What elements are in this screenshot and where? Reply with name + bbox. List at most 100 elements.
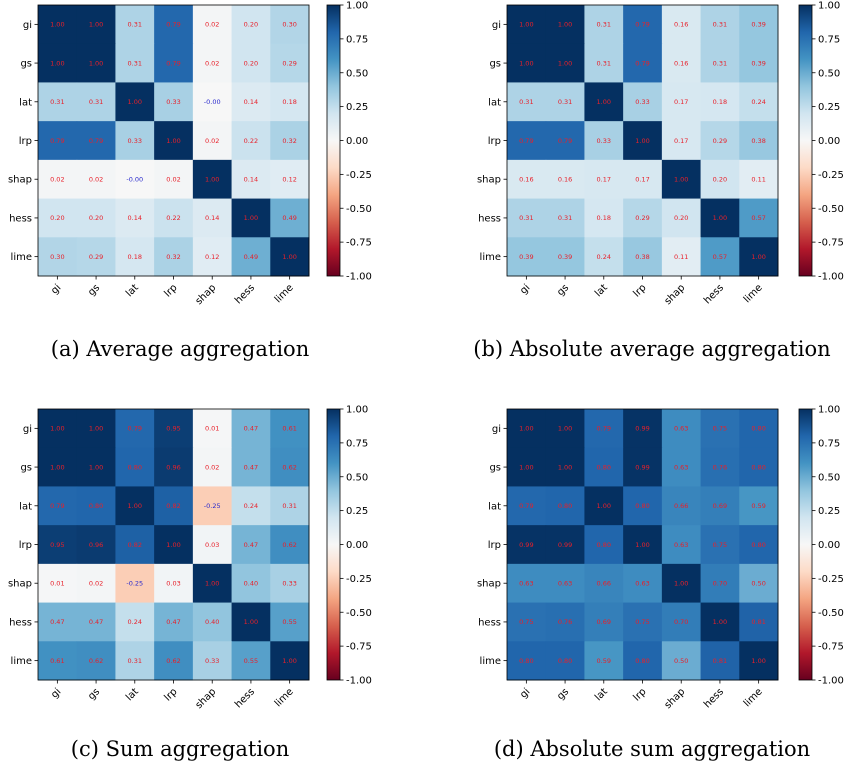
colorbar-tick-label: 0.00 xyxy=(818,540,840,551)
cell-value-label: 0.31 xyxy=(50,98,64,106)
heatmap-cell xyxy=(507,198,547,238)
x-tick-label: lime xyxy=(273,282,296,305)
cell-value-label: 0.31 xyxy=(713,59,727,67)
heatmap-cell xyxy=(38,602,78,642)
cell-value-label: 0.12 xyxy=(205,253,219,261)
cell-value-label: 0.39 xyxy=(558,253,572,261)
cell-value-label: 0.24 xyxy=(244,502,258,510)
cell-value-label: 0.66 xyxy=(674,502,688,510)
cell-value-label: 1.00 xyxy=(205,176,219,184)
cell-value-label: 0.99 xyxy=(635,425,649,433)
cell-value-label: 0.20 xyxy=(244,59,258,67)
heatmap-cell xyxy=(623,121,663,161)
heatmap-cell xyxy=(76,486,116,526)
cell-value-label: 0.75 xyxy=(713,541,727,549)
heatmap-cell xyxy=(270,198,310,238)
heatmap-cell xyxy=(584,5,624,45)
heatmap-cell xyxy=(192,602,233,642)
heatmap-cell xyxy=(739,121,779,161)
x-tick-label: lime xyxy=(742,282,765,305)
cell-value-label: 0.63 xyxy=(558,580,572,588)
cell-value-label: 0.17 xyxy=(635,176,649,184)
heatmap-panel-a: 1.00 1.00 0.31 0.79 0.02 0.20 0.30 1.00 1.00 0.31… xyxy=(8,1,372,362)
cell-value-label: 0.16 xyxy=(674,21,688,29)
cell-value-label: 0.79 xyxy=(50,137,64,145)
y-tick-label: gi xyxy=(492,20,501,31)
heatmap-cell xyxy=(739,82,779,122)
heatmap-cell xyxy=(270,486,310,526)
heatmap-cell xyxy=(545,641,585,681)
cell-value-label: 0.31 xyxy=(89,98,103,106)
heatmap-cell xyxy=(661,159,702,200)
colorbar-tick-label: 0.50 xyxy=(818,68,840,79)
x-tick-label: gi xyxy=(518,686,532,700)
cell-value-label: 0.80 xyxy=(751,463,765,471)
cell-value-label: 0.47 xyxy=(244,541,258,549)
colorbar xyxy=(798,408,813,681)
heatmap-cell xyxy=(507,43,547,83)
heatmap-cell xyxy=(38,159,78,200)
heatmap-cell xyxy=(38,486,78,526)
heatmap-cell xyxy=(115,82,155,122)
heatmap-cell xyxy=(231,121,271,161)
y-tick-label: shap xyxy=(477,579,501,590)
heatmap-cell xyxy=(76,447,116,487)
colorbar-tick-label: -0.25 xyxy=(818,574,844,585)
colorbar-tick-label: -1.00 xyxy=(818,272,844,283)
heatmap-cell xyxy=(231,198,271,238)
heatmap-cell xyxy=(38,82,78,122)
heatmap-cell xyxy=(270,641,310,681)
x-tick-label: gi xyxy=(518,282,532,296)
cell-value-label: 0.79 xyxy=(519,502,533,510)
cell-value-label: 0.31 xyxy=(597,21,611,29)
cell-value-label: 1.00 xyxy=(244,618,258,626)
cell-value-label: 0.75 xyxy=(635,618,649,626)
cell-value-label: 0.47 xyxy=(89,618,103,626)
heatmap-cell xyxy=(76,563,116,604)
heatmap-cell xyxy=(154,641,194,681)
heatmap-cell xyxy=(700,486,740,526)
heatmap-cell xyxy=(545,563,585,604)
cell-value-label: 0.80 xyxy=(128,463,142,471)
cell-value-label: 0.63 xyxy=(635,580,649,588)
x-tick-label: lime xyxy=(742,686,765,709)
y-tick-label: shap xyxy=(477,175,501,186)
heatmap-cell xyxy=(76,237,116,277)
cell-value-label: 0.31 xyxy=(519,98,533,106)
heatmap-cell xyxy=(154,159,194,200)
cell-value-label: 0.31 xyxy=(128,657,142,665)
cell-value-label: 0.03 xyxy=(205,541,219,549)
cell-value-label: 1.00 xyxy=(166,541,180,549)
y-tick-label: gs xyxy=(489,463,501,474)
heatmap-cell xyxy=(192,5,233,45)
cell-value-label: 0.02 xyxy=(50,176,64,184)
heatmap-cell xyxy=(739,159,779,200)
cell-value-label: 0.80 xyxy=(597,463,611,471)
cell-value-label: 0.24 xyxy=(751,98,765,106)
cell-value-label: 1.00 xyxy=(50,59,64,67)
heatmap-cell xyxy=(192,43,233,83)
y-tick-label: gs xyxy=(489,59,501,70)
cell-value-label: 0.47 xyxy=(166,618,180,626)
heatmap-cell xyxy=(231,486,271,526)
heatmap-cell xyxy=(115,198,155,238)
cell-value-label: 1.00 xyxy=(128,98,142,106)
cell-value-label: 0.66 xyxy=(597,580,611,588)
cell-value-label: 0.96 xyxy=(89,541,103,549)
heatmap-cell xyxy=(739,525,779,565)
cell-value-label: 0.62 xyxy=(282,541,296,549)
heatmap-panel-b: 1.00 1.00 0.31 0.79 0.16 0.31 0.39 1.00 1.00 0.31… xyxy=(473,1,844,362)
colorbar-tick-label: -0.75 xyxy=(818,238,844,249)
cell-value-label: 0.14 xyxy=(128,214,142,222)
cell-value-label: 0.79 xyxy=(597,425,611,433)
heatmap-cell xyxy=(154,43,194,83)
cell-value-label: 0.70 xyxy=(713,580,727,588)
cell-value-label: 0.95 xyxy=(166,425,180,433)
cell-value-label: 0.80 xyxy=(635,502,649,510)
cell-value-label: 0.39 xyxy=(751,59,765,67)
heatmap-cell xyxy=(700,409,740,449)
cell-value-label: 1.00 xyxy=(282,253,296,261)
cell-value-label: 1.00 xyxy=(558,21,572,29)
cell-value-label: 0.16 xyxy=(674,59,688,67)
cell-value-label: 0.33 xyxy=(282,580,296,588)
